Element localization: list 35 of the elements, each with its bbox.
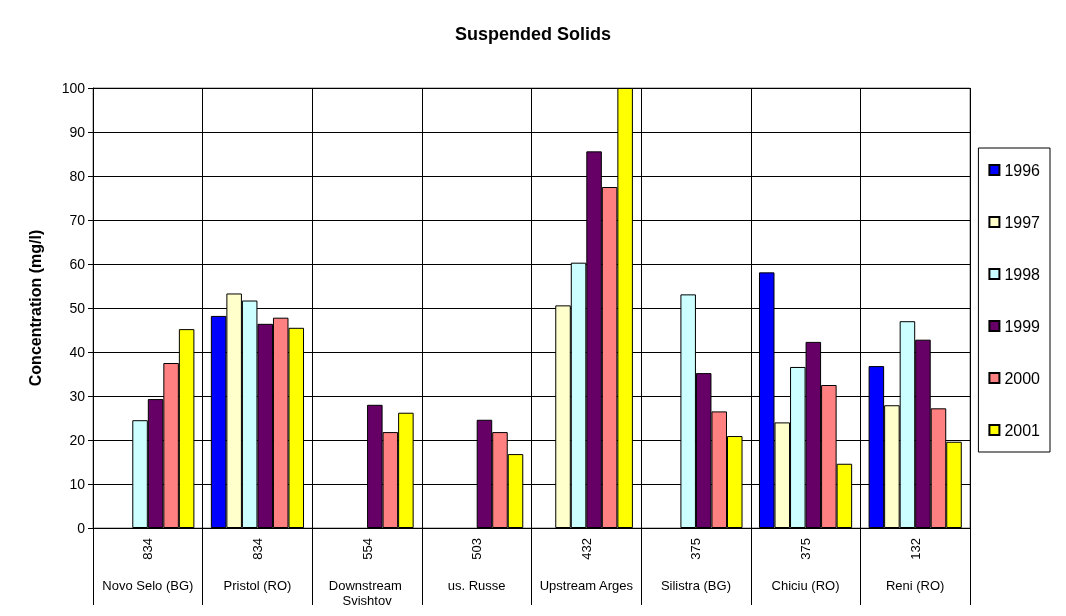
x-tick-label: Reni (RO) bbox=[885, 578, 945, 593]
y-tick-label: 60 bbox=[69, 256, 86, 272]
text: 132 bbox=[907, 538, 923, 560]
text: 375 bbox=[688, 538, 704, 560]
legend-label: 1996 bbox=[1004, 161, 1041, 179]
y-axis-title: Concentration (mg/l) bbox=[26, 229, 44, 387]
legend-label: 2001 bbox=[1004, 421, 1041, 439]
legend-label: 2000 bbox=[1004, 369, 1041, 387]
text: 554 bbox=[359, 538, 375, 560]
text: 834 bbox=[249, 538, 265, 560]
y-tick-label: 30 bbox=[69, 388, 86, 404]
x-tick-label: Silistra (BG) bbox=[660, 578, 731, 593]
text: 503 bbox=[469, 538, 485, 560]
text: 432 bbox=[578, 538, 594, 560]
x-tick-label: Novo Selo (BG) bbox=[102, 578, 194, 593]
y-tick-label: 50 bbox=[69, 300, 86, 316]
y-tick-label: 40 bbox=[69, 344, 86, 360]
x-tick-label: us. Russe bbox=[447, 578, 506, 593]
y-tick-label: 0 bbox=[77, 520, 86, 536]
legend-label: 1998 bbox=[1004, 265, 1041, 283]
x-tick-label: Chiciu (RO) bbox=[771, 578, 840, 593]
y-tick-label: 100 bbox=[61, 80, 86, 96]
x-tick-label: Pristol (RO) bbox=[223, 578, 292, 593]
y-tick-label: 20 bbox=[69, 432, 86, 448]
text: 375 bbox=[798, 538, 814, 560]
x-tick-label: Downstream Svishtov bbox=[328, 578, 406, 608]
legend-label: 1997 bbox=[1004, 213, 1041, 231]
y-tick-label: 10 bbox=[69, 476, 86, 492]
y-tick-label: 90 bbox=[69, 124, 86, 140]
y-tick-label: 70 bbox=[69, 212, 86, 228]
text: 834 bbox=[140, 538, 156, 560]
chart-title: Suspended Solids bbox=[454, 24, 612, 44]
y-tick-label: 80 bbox=[69, 168, 86, 184]
x-tick-label: Upstream Arges bbox=[539, 578, 634, 593]
legend-label: 1999 bbox=[1004, 317, 1041, 335]
